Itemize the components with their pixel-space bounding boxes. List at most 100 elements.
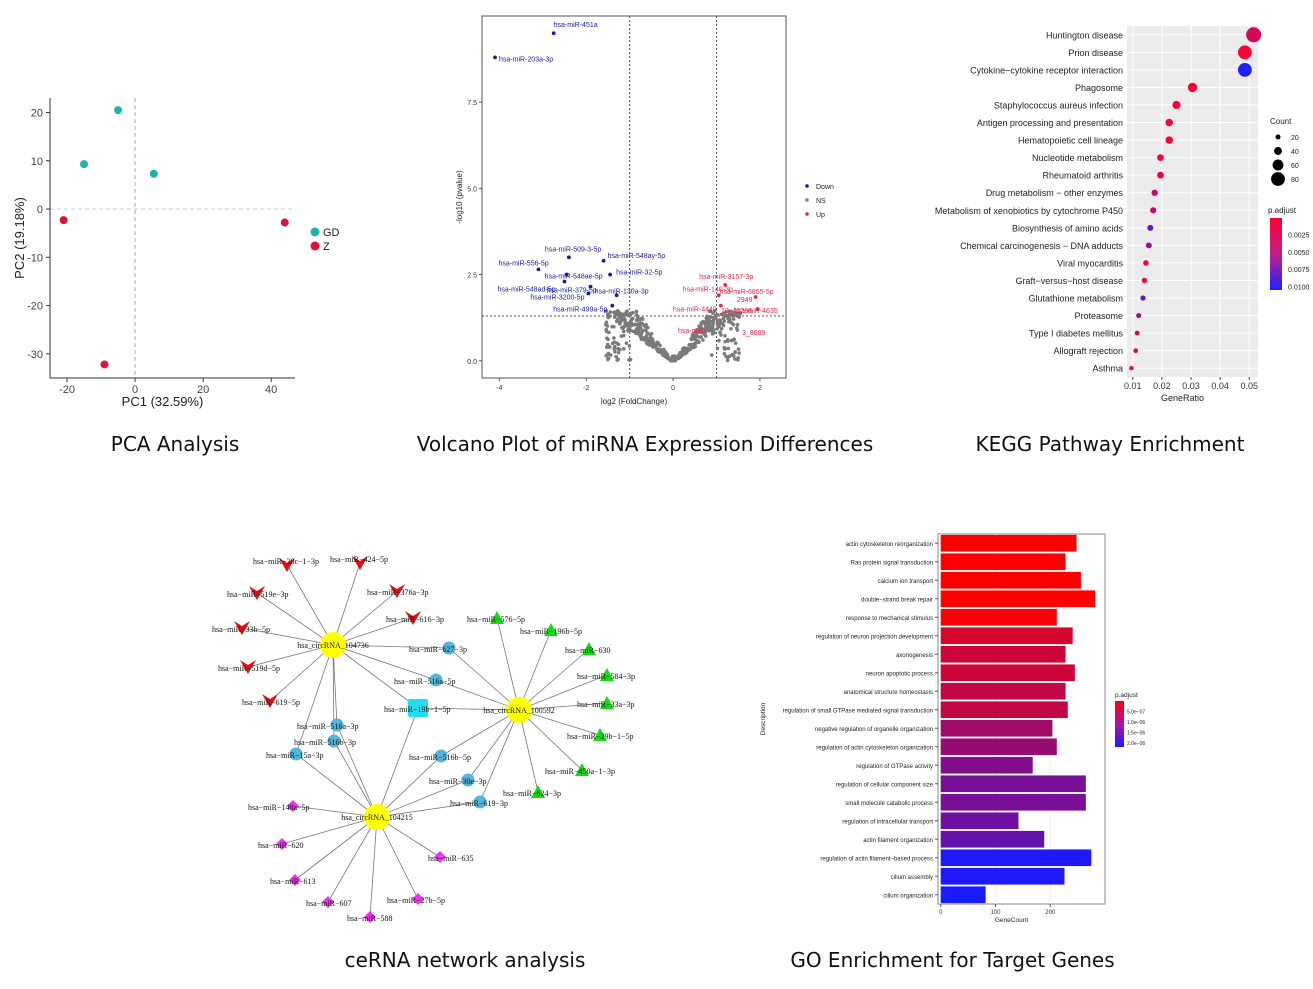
volcano-ns-point	[723, 334, 727, 338]
kegg-dot	[1151, 189, 1158, 196]
volcano-panel: hsa-miR-451a hsa-miR-203a-3p hsa-miR-509-3…	[450, 10, 850, 410]
network-mirna-circle-node	[434, 749, 448, 763]
volcano-point-label: hsa-miR-130a-3p	[595, 288, 649, 295]
kegg-dot	[1143, 260, 1149, 266]
network-node-label: hsa−miR−616−3p	[386, 615, 444, 624]
kegg-chart: Huntington disease Prion disease Cytokine−…	[935, 26, 1310, 403]
network-edge	[292, 805, 378, 818]
volcano-ns-point	[625, 323, 629, 328]
go-category-label: regulation of small GTPase mediated sign…	[783, 708, 933, 714]
volcano-ns-point	[648, 336, 653, 340]
volcano-legend-label: Up	[816, 212, 825, 219]
volcano-ns-point	[711, 319, 716, 324]
kegg-dot	[1172, 100, 1181, 110]
volcano-point-label: hsa-miR-203a-3p	[499, 56, 553, 63]
kegg-color-legend-label: 0.0050	[1288, 250, 1310, 257]
volcano-ns-point	[715, 318, 720, 323]
network-edge	[518, 648, 590, 711]
go-color-legend-title: p.adjust	[1115, 692, 1138, 699]
go-bar	[940, 886, 986, 904]
kegg-category-label: Phagosome	[1075, 83, 1123, 93]
volcano-y-tick-label: 5.0	[467, 186, 477, 193]
volcano-ns-point	[612, 340, 617, 345]
go-category-label: regulation of neuron projection developm…	[816, 634, 933, 640]
kegg-panel: Huntington disease Prion disease Cytokine−…	[915, 20, 1310, 410]
volcano-ns-point	[726, 346, 731, 351]
network-edge	[332, 562, 361, 646]
volcano-up-point	[753, 295, 758, 299]
go-category-label: cilium organization	[883, 893, 933, 899]
volcano-ns-point	[665, 353, 669, 358]
volcano-ns-point	[697, 340, 701, 344]
volcano-ns-point	[735, 322, 740, 327]
network-edge	[376, 801, 481, 818]
kegg-category-label: Type I diabetes mellitus	[1029, 329, 1124, 339]
network-mirna-triangle-node	[600, 696, 614, 709]
volcano-ns-point	[618, 312, 623, 316]
kegg-category-label: Glutathione metabolism	[1028, 294, 1123, 304]
volcano-point-label: hsa-miR-140-3p	[683, 286, 733, 293]
network-edge	[332, 644, 419, 709]
network-edge	[376, 816, 419, 900]
volcano-ns-point	[661, 353, 665, 357]
volcano-ns-point	[638, 326, 642, 331]
network-edge	[479, 709, 520, 803]
volcano-ns-point	[715, 327, 719, 331]
pca-y-label: PC2 (19.18%)	[12, 197, 27, 279]
pca-point-z	[59, 216, 68, 225]
kegg-category-label: Hematopoietic cell lineage	[1018, 136, 1123, 146]
go-bar	[940, 590, 1096, 608]
volcano-ns-point	[709, 353, 714, 357]
volcano-ns-point	[718, 330, 722, 335]
go-category-label: actin cytoskeleton reorganization	[846, 542, 933, 548]
volcano-ns-point	[616, 347, 620, 351]
volcano-point-label: hsa-miR-3200-5p	[530, 295, 584, 302]
volcano-ns-point	[634, 313, 639, 317]
pca-point-z	[280, 218, 289, 227]
go-bar	[940, 719, 1053, 737]
network-circrna-label: hsa_circRNA_100592	[483, 706, 555, 715]
network-node-label: hsa−miR−30e−3p	[429, 777, 487, 786]
go-colorbar	[1115, 701, 1124, 747]
kegg-size-legend-dot	[1271, 172, 1285, 186]
volcano-ns-point	[627, 344, 632, 348]
network-node-label: hsa−miR−196b−5p	[520, 627, 582, 636]
volcano-ns-point	[681, 351, 686, 355]
go-bar	[940, 775, 1086, 793]
kegg-dot	[1157, 171, 1164, 179]
go-bar	[940, 553, 1066, 571]
volcano-ns-point	[615, 358, 619, 362]
volcano-ns-point	[606, 356, 611, 361]
network-caption: ceRNA network analysis	[344, 948, 586, 972]
network-circrna-node	[320, 632, 346, 658]
volcano-ns-point	[725, 358, 730, 363]
volcano-ns-point	[619, 334, 624, 338]
go-bar	[940, 756, 1033, 774]
volcano-y-tick-label: 2.5	[467, 273, 477, 280]
volcano-ns-point	[622, 316, 626, 321]
pca-y-tick-label: -10	[27, 252, 43, 264]
pca-point-gdm	[114, 106, 123, 115]
network-mirna-v-node	[240, 660, 256, 674]
network-edge	[294, 816, 378, 881]
kegg-x-tick-label: 0.02	[1153, 381, 1171, 391]
volcano-point-label: hsa-miR-509-3-5p	[545, 246, 602, 253]
volcano-ns-point	[618, 315, 623, 319]
go-color-legend-label: 2.0e−06	[1127, 741, 1145, 747]
volcano-ns-point	[699, 321, 704, 326]
network-node-label: hsa−miR−450a−1−3p	[545, 767, 615, 776]
volcano-down-point	[566, 255, 571, 260]
volcano-ns-point	[735, 328, 740, 332]
kegg-category-label: Staphylococcus aureus infection	[994, 100, 1123, 110]
volcano-x-tick-label: 0	[671, 385, 675, 392]
network-edge	[281, 816, 378, 845]
kegg-category-label: Chemical carcinogenesis − DNA adducts	[960, 241, 1123, 251]
pca-caption: PCA Analysis	[110, 432, 240, 456]
volcano-ns-point	[621, 347, 626, 351]
volcano-ns-point	[658, 343, 662, 348]
network-edge	[269, 644, 334, 702]
network-circrna-label: hsa_circRNA_104736	[297, 641, 369, 650]
volcano-ns-point	[612, 346, 617, 351]
network-node-label: hsa−miR−516a−5p	[394, 677, 456, 686]
go-category-label: cilium assembly	[891, 875, 933, 881]
